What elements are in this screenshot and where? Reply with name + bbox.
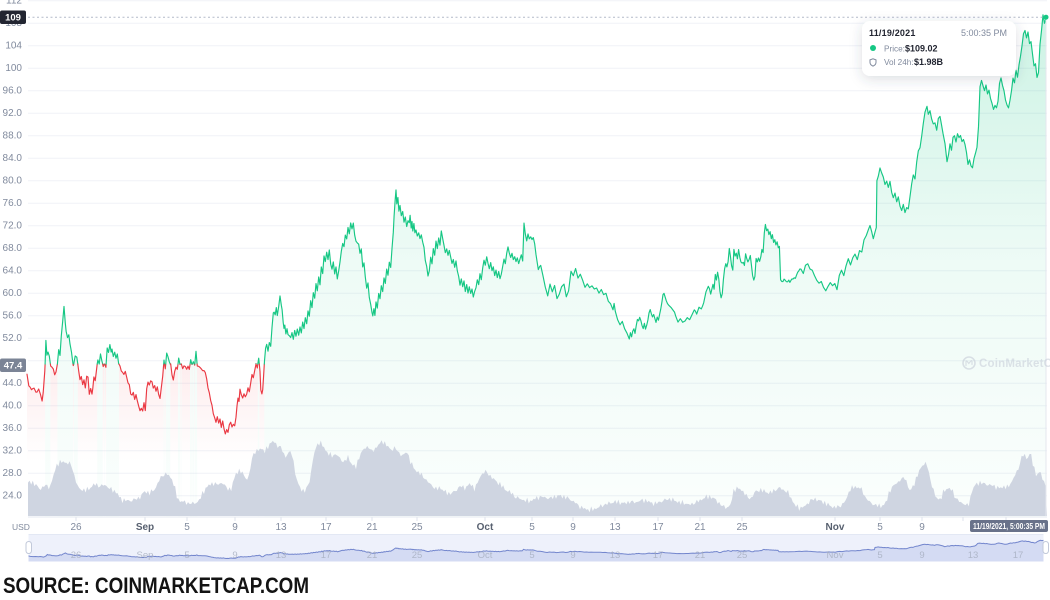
svg-text:$1.98B: $1.98B — [914, 57, 944, 67]
svg-text:68.0: 68.0 — [3, 243, 23, 254]
svg-text:CoinMarketCap: CoinMarketCap — [979, 358, 1050, 370]
svg-text:9: 9 — [232, 522, 238, 533]
svg-text:Sep: Sep — [136, 522, 154, 533]
svg-text:25: 25 — [412, 550, 423, 561]
svg-text:Price:: Price: — [884, 45, 905, 54]
svg-text:13: 13 — [275, 522, 287, 533]
svg-text:26: 26 — [71, 550, 82, 561]
svg-text:5: 5 — [877, 522, 883, 533]
svg-text:76.0: 76.0 — [3, 198, 23, 209]
svg-text:72.0: 72.0 — [3, 221, 23, 232]
svg-text:13: 13 — [968, 550, 979, 561]
svg-text:Nov: Nov — [826, 522, 845, 533]
svg-text:5: 5 — [184, 550, 189, 561]
svg-text:21: 21 — [367, 550, 378, 561]
svg-text:25: 25 — [737, 550, 748, 561]
svg-text:24.0: 24.0 — [3, 491, 23, 502]
svg-text:25: 25 — [411, 522, 423, 533]
svg-text:64.0: 64.0 — [3, 266, 23, 277]
svg-text:96.0: 96.0 — [3, 86, 23, 97]
svg-text:17: 17 — [320, 522, 332, 533]
svg-text:5: 5 — [877, 550, 882, 561]
svg-text:80.0: 80.0 — [3, 176, 23, 187]
svg-text:13: 13 — [276, 550, 287, 561]
svg-text:17: 17 — [321, 550, 332, 561]
svg-text:13: 13 — [609, 522, 621, 533]
svg-text:5: 5 — [529, 550, 534, 561]
svg-text:21: 21 — [695, 550, 706, 561]
svg-text:9: 9 — [570, 550, 575, 561]
svg-text:56.0: 56.0 — [3, 311, 23, 322]
svg-text:47.4: 47.4 — [4, 361, 23, 372]
svg-text:Sep: Sep — [137, 550, 154, 561]
svg-text:Vol 24h:: Vol 24h: — [884, 58, 914, 67]
svg-text:17: 17 — [652, 522, 664, 533]
svg-text:5:00:35 PM: 5:00:35 PM — [961, 28, 1007, 38]
svg-text:25: 25 — [736, 522, 748, 533]
svg-text:92.0: 92.0 — [3, 108, 23, 119]
svg-text:SOURCE: COINMARKETCAP.COM: SOURCE: COINMARKETCAP.COM — [3, 573, 309, 598]
svg-text:5: 5 — [184, 522, 190, 533]
svg-text:21: 21 — [694, 522, 706, 533]
svg-text:104: 104 — [5, 41, 22, 52]
svg-text:$109.02: $109.02 — [905, 44, 938, 54]
svg-text:17: 17 — [653, 550, 664, 561]
svg-text:Oct: Oct — [477, 522, 494, 533]
svg-text:32.0: 32.0 — [3, 446, 23, 457]
svg-text:26: 26 — [70, 522, 82, 533]
svg-text:9: 9 — [570, 522, 576, 533]
svg-text:21: 21 — [366, 522, 378, 533]
svg-text:52.0: 52.0 — [3, 333, 23, 344]
svg-text:60.0: 60.0 — [3, 288, 23, 299]
svg-text:9: 9 — [232, 550, 237, 561]
svg-text:28.0: 28.0 — [3, 468, 23, 479]
svg-text:Nov: Nov — [827, 550, 844, 561]
svg-text:11/19/2021, 5:00:35 PM: 11/19/2021, 5:00:35 PM — [973, 522, 1045, 531]
svg-text:40.0: 40.0 — [3, 401, 23, 412]
svg-text:USD: USD — [12, 522, 30, 532]
svg-text:13: 13 — [610, 550, 621, 561]
svg-text:9: 9 — [919, 550, 924, 561]
svg-text:17: 17 — [1013, 550, 1024, 561]
svg-text:100: 100 — [5, 63, 22, 74]
svg-text:109: 109 — [5, 13, 21, 24]
svg-text:44.0: 44.0 — [3, 378, 23, 389]
svg-text:11/19/2021: 11/19/2021 — [869, 28, 916, 38]
svg-text:36.0: 36.0 — [3, 423, 23, 434]
svg-text:88.0: 88.0 — [3, 131, 23, 142]
svg-text:112: 112 — [6, 0, 22, 7]
svg-text:Oct: Oct — [478, 550, 493, 561]
svg-text:5: 5 — [529, 522, 535, 533]
svg-text:9: 9 — [919, 522, 925, 533]
svg-text:84.0: 84.0 — [3, 153, 23, 164]
